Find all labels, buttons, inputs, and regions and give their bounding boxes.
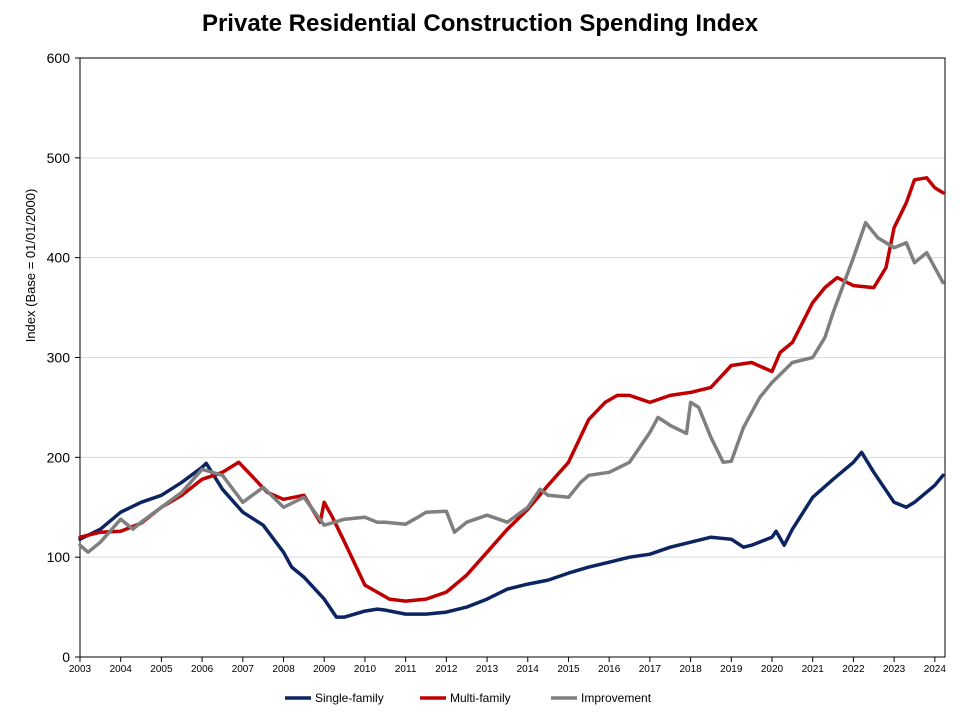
x-tick-label: 2012 — [435, 664, 458, 675]
y-tick-label: 600 — [47, 50, 71, 66]
x-tick-label: 2016 — [598, 664, 621, 675]
x-tick-label: 2014 — [517, 664, 540, 675]
series-line-improvement — [78, 220, 945, 554]
x-tick-label: 2004 — [110, 664, 133, 675]
x-tick-label: 2017 — [639, 664, 662, 675]
x-tick-label: 2023 — [883, 664, 906, 675]
series-line-single-family — [78, 450, 945, 619]
x-tick-label: 2003 — [69, 664, 92, 675]
y-tick-label: 200 — [47, 449, 71, 465]
legend-label-single-family: Single-family — [315, 691, 384, 705]
x-tick-label: 2006 — [191, 664, 214, 675]
x-tick-label: 2020 — [761, 664, 784, 675]
legend-label-improvement: Improvement — [581, 691, 652, 705]
x-tick-label: 2005 — [150, 664, 173, 675]
x-tick-label: 2013 — [476, 664, 499, 675]
x-tick-label: 2022 — [842, 664, 865, 675]
series-layer — [78, 176, 945, 619]
chart-title: Private Residential Construction Spendin… — [201, 10, 759, 37]
y-tick-label: 300 — [47, 350, 71, 366]
y-tick-label: 100 — [47, 549, 71, 565]
x-tick-label: 2024 — [924, 664, 947, 675]
x-tick-label: 2015 — [557, 664, 580, 675]
x-tick-label: 2021 — [802, 664, 825, 675]
x-tick-label: 2007 — [232, 664, 255, 675]
x-tick-label: 2008 — [272, 664, 295, 675]
axis-layer: 0 100 200 300 400 500 600 2003 2004 2005 2006 2007 2… — [47, 50, 947, 675]
x-tick-label: 2009 — [313, 664, 336, 675]
y-tick-label: 400 — [47, 250, 71, 266]
y-axis-label: Index (Base = 01/01/2000) — [23, 189, 38, 343]
x-tick-label: 2011 — [395, 664, 417, 675]
y-tick-label: 0 — [62, 649, 70, 665]
x-tick-label: 2019 — [720, 664, 743, 675]
series-line-multi-family — [78, 176, 945, 603]
y-tick-label: 500 — [47, 150, 71, 166]
legend-label-multi-family: Multi-family — [450, 691, 511, 705]
legend: Single-family Multi-family Improvement — [285, 691, 652, 705]
x-tick-label: 2018 — [679, 664, 702, 675]
grid-layer — [80, 157, 945, 558]
x-tick-label: 2010 — [354, 664, 377, 675]
